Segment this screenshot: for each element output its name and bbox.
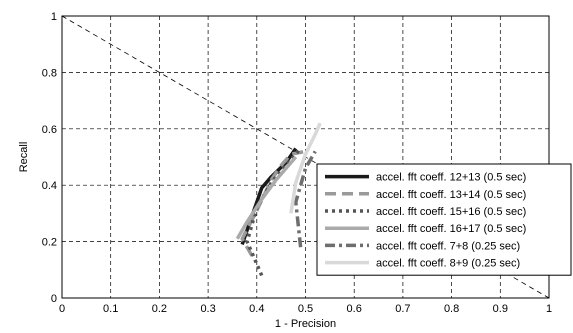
y-tick-label: 0.6 <box>42 124 57 136</box>
x-tick-labels: 0 0.1 0.2 0.3 0.4 0.5 0.6 0.7 0.8 0.9 1 <box>59 303 552 315</box>
legend-label-1: accel. fft coeff. 12+13 (0.5 sec) <box>376 172 526 184</box>
legend-label-6: accel. fft coeff. 8+9 (0.25 sec) <box>376 258 520 270</box>
x-tick-label: 0.7 <box>395 303 410 315</box>
x-tick-label: 0.5 <box>298 303 313 315</box>
y-tick-labels: 0 0.2 0.4 0.6 0.8 1 <box>42 11 57 305</box>
series-lines <box>235 122 322 277</box>
series-line-5 <box>294 150 317 248</box>
legend: accel. fft coeff. 12+13 (0.5 sec) accel. … <box>316 163 572 276</box>
y-tick-label: 0 <box>51 293 57 305</box>
x-axis-label: 1 - Precision <box>275 318 336 330</box>
y-tick-label: 0.4 <box>42 180 57 192</box>
x-tick-label: 0.3 <box>200 303 215 315</box>
legend-box <box>316 163 572 276</box>
series-line-4 <box>235 155 298 240</box>
x-tick-label: 0.9 <box>493 303 508 315</box>
x-tick-label: 0 <box>59 303 65 315</box>
plot-frame <box>61 15 550 299</box>
legend-label-5: accel. fft coeff. 7+8 (0.25 sec) <box>376 240 520 252</box>
y-axis-label: Recall <box>18 142 30 173</box>
y-tick-label: 0.2 <box>42 237 57 249</box>
y-tick-label: 0.8 <box>42 67 57 79</box>
x-tick-label: 1 <box>546 303 552 315</box>
legend-label-3: accel. fft coeff. 15+16 (0.5 sec) <box>376 206 526 218</box>
legend-label-2: accel. fft coeff. 13+14 (0.5 sec) <box>376 189 526 201</box>
legend-label-4: accel. fft coeff. 16+17 (0.5 sec) <box>376 223 526 235</box>
series-line-2 <box>240 149 306 257</box>
series-line-6 <box>289 122 322 214</box>
x-tick-label: 0.4 <box>249 303 264 315</box>
x-tick-label: 0.6 <box>347 303 362 315</box>
y-tick-label: 1 <box>51 11 57 23</box>
x-tick-label: 0.8 <box>444 303 459 315</box>
x-tick-label: 0.2 <box>152 303 167 315</box>
x-tick-label: 0.1 <box>103 303 118 315</box>
